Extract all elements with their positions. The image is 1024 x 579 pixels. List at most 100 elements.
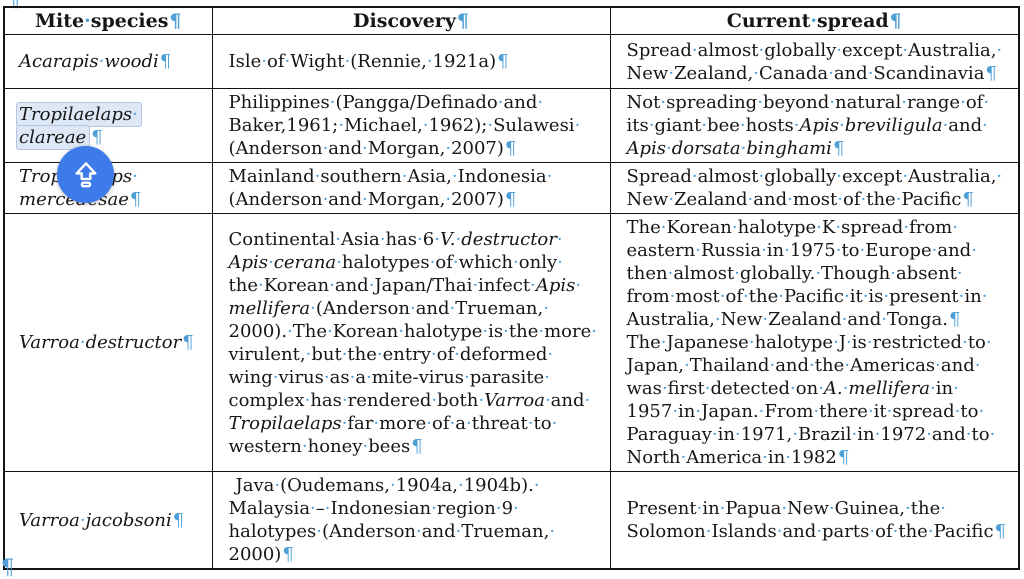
- space-dot-mark: ·: [304, 389, 311, 411]
- space-dot-mark: ·: [487, 115, 494, 136]
- pilcrow-mark: ¶: [497, 51, 509, 72]
- pilcrow-mark: ¶: [949, 309, 961, 330]
- space-dot-mark: ·: [557, 251, 563, 273]
- space-dot-mark: ·: [810, 10, 817, 32]
- space-dot-mark: ·: [132, 166, 138, 187]
- cell-species[interactable]: Tropilaelaps·​clareae ¶: [3, 88, 213, 163]
- paragraph: Spread·​almost·​globally·​except·​Austra…: [626, 39, 1003, 84]
- space-dot-mark: ·: [329, 274, 335, 296]
- space-dot-mark: ·: [954, 401, 961, 422]
- space-dot-mark: ·: [556, 228, 563, 250]
- space-dot-mark: ·: [816, 217, 822, 238]
- space-dot-mark: ·: [816, 521, 823, 542]
- space-dot-mark: ·: [316, 521, 322, 542]
- cell-discovery[interactable]: Java·​(Oudemans,·​1904a,·​1904b).·​Malay…: [211, 471, 611, 570]
- cell-species[interactable]: Acarapis·​woodi¶: [3, 34, 213, 89]
- paragraph: Tropilaelaps·​clareae ¶: [16, 101, 200, 150]
- space-dot-mark: ·: [784, 240, 790, 261]
- paragraph: Spread·​almost·​globally·​except·​Austra…: [626, 166, 1003, 210]
- space-dot-mark: ·: [368, 274, 375, 296]
- space-dot-mark: ·: [960, 92, 966, 113]
- space-dot-mark: ·: [886, 401, 893, 422]
- space-dot-mark: ·: [329, 92, 336, 113]
- cell-spread[interactable]: Spread·​almost·​globally·​except·​Austra…: [609, 34, 1020, 89]
- space-dot-mark: ·: [284, 51, 291, 72]
- space-dot-mark: ·: [836, 166, 843, 187]
- cell-discovery[interactable]: Mainland·​southern·​Asia,·​Indonesia·​(A…: [211, 162, 611, 214]
- cell-discovery[interactable]: Isle·​of·​Wight·​(Rennie,·​1921a)¶: [211, 34, 611, 89]
- space-dot-mark: ·: [860, 189, 867, 210]
- space-dot-mark: ·: [268, 251, 274, 273]
- space-dot-mark: ·: [695, 240, 701, 261]
- selected-text[interactable]: Tropilaelaps·​clareae: [16, 101, 142, 150]
- space-dot-mark: ·: [859, 240, 866, 261]
- space-dot-mark: ·: [719, 498, 726, 519]
- space-dot-mark: ·: [341, 412, 348, 434]
- cell-spread[interactable]: Spread·​almost·​globally·​except·​Austra…: [609, 162, 1020, 214]
- col-header-mite-species[interactable]: Mite·​species¶: [3, 6, 213, 35]
- space-dot-mark: ·: [431, 498, 437, 519]
- paragraph: Current·​spread¶: [726, 10, 902, 32]
- space-dot-mark: ·: [455, 521, 462, 542]
- space-dot-mark: ·: [538, 320, 545, 342]
- space-dot-mark: ·: [996, 166, 1003, 187]
- cell-spread[interactable]: Not·​spreading·​beyond·​natural·​range·​…: [609, 88, 1020, 163]
- space-dot-mark: ·: [930, 378, 936, 399]
- space-dot-mark: ·: [778, 286, 784, 307]
- space-dot-mark: ·: [349, 366, 356, 388]
- space-dot-mark: ·: [926, 424, 932, 445]
- space-dot-mark: ·: [527, 412, 534, 434]
- space-dot-mark: ·: [734, 263, 740, 284]
- space-dot-mark: ·: [398, 320, 404, 342]
- space-dot-mark: ·: [691, 166, 698, 187]
- col-header-current-spread[interactable]: Current·​spread¶: [609, 6, 1020, 35]
- space-dot-mark: ·: [828, 498, 835, 519]
- space-dot-mark: ·: [981, 286, 988, 307]
- space-dot-mark: ·: [409, 297, 416, 319]
- space-dot-mark: ·: [711, 424, 718, 445]
- space-dot-mark: ·: [940, 498, 946, 519]
- space-dot-mark: ·: [338, 115, 344, 136]
- space-dot-mark: ·: [429, 251, 436, 273]
- space-dot-mark: ·: [680, 447, 687, 468]
- space-dot-mark: ·: [695, 401, 702, 422]
- col-header-discovery[interactable]: Discovery¶: [211, 6, 611, 35]
- space-dot-mark: ·: [327, 320, 333, 342]
- cell-spread[interactable]: The·​Korean·​halotype·​K·​spread·​from·​…: [609, 213, 1020, 472]
- space-dot-mark: ·: [881, 309, 887, 330]
- cell-species[interactable]: Varroa·​jacobsoni¶: [3, 471, 213, 570]
- pilcrow-mark: ¶: [91, 126, 103, 148]
- space-dot-mark: ·: [829, 92, 835, 113]
- space-dot-mark: ·: [458, 475, 464, 496]
- pilcrow-mark: ¶: [994, 521, 1006, 542]
- space-dot-mark: ·: [890, 263, 896, 284]
- space-dot-mark: ·: [79, 332, 86, 353]
- space-dot-mark: ·: [748, 332, 755, 353]
- space-dot-mark: ·: [482, 320, 489, 342]
- space-dot-mark: ·: [714, 309, 721, 330]
- pilcrow-mark: ¶: [456, 10, 469, 32]
- key-press-cursor-overlay: [57, 146, 114, 203]
- space-dot-mark: ·: [978, 401, 985, 422]
- space-dot-mark: ·: [455, 228, 462, 250]
- space-dot-mark: ·: [668, 189, 675, 210]
- space-dot-mark: ·: [931, 240, 938, 261]
- cell-spread[interactable]: Present·​in·​Papua·​New·​Guinea,·​the·​S…: [609, 471, 1020, 570]
- space-dot-mark: ·: [537, 92, 544, 113]
- space-dot-mark: ·: [575, 274, 582, 296]
- cell-species[interactable]: Varroa·​destructor¶: [3, 213, 213, 472]
- space-dot-mark: ·: [762, 447, 768, 468]
- paragraph: Isle·​of·​Wight·​(Rennie,·​1921a)¶: [228, 51, 509, 72]
- cell-discovery[interactable]: Philippines·​(Pangga/Definado·​and·​Bake…: [211, 88, 611, 163]
- cell-discovery[interactable]: Continental·​Asia·​has·​6·​V.·​destructo…: [211, 213, 611, 472]
- space-dot-mark: ·: [463, 366, 470, 388]
- pilcrow-mark: ¶: [129, 189, 142, 210]
- space-dot-mark: ·: [696, 498, 703, 519]
- pilcrow-mark: ¶: [985, 62, 997, 84]
- space-dot-mark: ·: [287, 320, 293, 342]
- space-dot-mark: ·: [591, 320, 598, 342]
- space-dot-mark: ·: [781, 498, 788, 519]
- pilcrow-mark: ¶: [282, 544, 294, 565]
- space-dot-mark: ·: [323, 366, 330, 388]
- space-dot-mark: ·: [551, 412, 558, 434]
